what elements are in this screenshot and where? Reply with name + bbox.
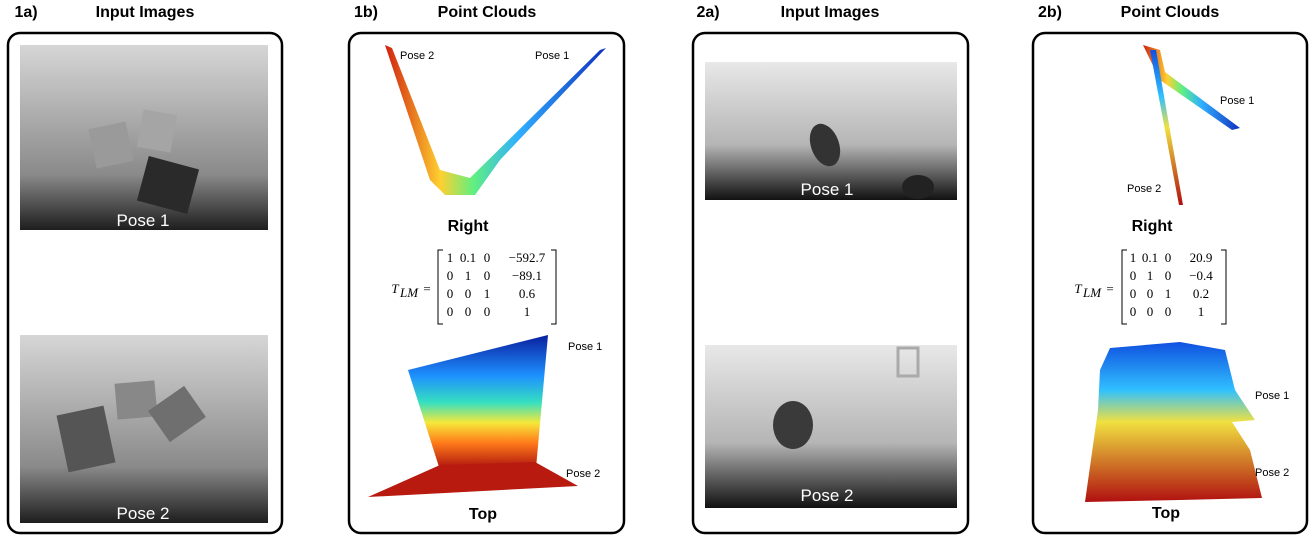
bracket	[438, 250, 443, 324]
matrix-cell: 0	[1165, 268, 1172, 283]
matrix-cell: 1	[1130, 250, 1137, 265]
matrix-operator: =	[423, 281, 430, 296]
point-cloud	[1085, 342, 1262, 502]
view-name: Top	[469, 506, 497, 523]
matrix-cell: 0.1	[460, 250, 476, 265]
matrix-subscript: LM	[1082, 285, 1102, 300]
caption: Pose 1	[801, 180, 854, 199]
caption: Pose 2	[801, 486, 854, 505]
panel-label: 1a)	[14, 4, 37, 21]
matrix-cell: 0.6	[519, 286, 536, 301]
pose-label: Pose 1	[535, 50, 569, 62]
matrix-cell: 0	[1147, 286, 1154, 301]
caption: Pose 2	[117, 504, 170, 523]
matrix-cell: 0	[465, 286, 472, 301]
panel-title: Input Images	[96, 4, 195, 21]
matrix-cell: 0	[465, 304, 472, 319]
matrix-cell: 1	[465, 268, 472, 283]
matrix-cell: 0.2	[1193, 286, 1209, 301]
matrix-cell: 1	[484, 286, 491, 301]
pose-label: Pose 2	[400, 50, 434, 62]
panel-title: Point Clouds	[438, 4, 537, 21]
matrix-cell: 0.1	[1142, 250, 1158, 265]
matrix-cell: −592.7	[509, 250, 546, 265]
bracket	[1221, 250, 1226, 324]
matrix-cell: 1	[447, 250, 454, 265]
matrix-cell: 0	[1130, 304, 1137, 319]
pose-label: Pose 1	[1255, 390, 1289, 402]
panel-label: 2a)	[696, 4, 719, 21]
matrix-cell: 20.9	[1190, 250, 1213, 265]
matrix-cell: 0	[1165, 250, 1172, 265]
view-name: Right	[1132, 218, 1174, 235]
matrix-cell: 0	[447, 286, 454, 301]
matrix-symbol: T	[391, 281, 399, 296]
depth-image	[20, 335, 268, 523]
caption: Pose 1	[117, 211, 170, 230]
bracket	[1122, 250, 1127, 324]
pose-label: Pose 2	[566, 468, 600, 480]
point-cloud	[368, 335, 578, 497]
depth-image	[705, 345, 957, 508]
pose-label: Pose 1	[568, 341, 602, 353]
point-cloud	[385, 45, 606, 195]
pose-label: Pose 1	[1220, 95, 1254, 107]
matrix-subscript: LM	[399, 285, 419, 300]
matrix-cell: 0	[484, 250, 491, 265]
matrix-cell: 0	[1130, 286, 1137, 301]
matrix-cell: 1	[1165, 286, 1172, 301]
pose-label: Pose 2	[1127, 183, 1161, 195]
matrix-cell: −0.4	[1189, 268, 1213, 283]
panel-label: 1b)	[354, 4, 378, 21]
matrix-cell: 0	[447, 268, 454, 283]
panel-label: 2b)	[1038, 4, 1062, 21]
panel-title: Input Images	[781, 4, 880, 21]
matrix-operator: =	[1106, 281, 1113, 296]
matrix-cell: 0	[447, 304, 454, 319]
matrix-cell: 0	[1165, 304, 1172, 319]
matrix-cell: 0	[484, 268, 491, 283]
view-name: Right	[448, 218, 490, 235]
matrix-cell: −89.1	[512, 268, 542, 283]
depth-image	[20, 45, 268, 230]
point-cloud	[1143, 45, 1240, 205]
matrix-cell: 1	[1147, 268, 1154, 283]
matrix-cell: 1	[1198, 304, 1205, 319]
matrix-cell: 0	[1147, 304, 1154, 319]
matrix-cell: 0	[484, 304, 491, 319]
pose-label: Pose 2	[1255, 467, 1289, 479]
panel-title: Point Clouds	[1121, 4, 1220, 21]
matrix-cell: 1	[524, 304, 531, 319]
matrix-cell: 0	[1130, 268, 1137, 283]
matrix-symbol: T	[1074, 281, 1082, 296]
view-name: Top	[1152, 505, 1180, 522]
figure: 1a) Input Images 1b) Point Clouds 2a) In…	[0, 0, 1314, 535]
bracket	[551, 250, 556, 324]
